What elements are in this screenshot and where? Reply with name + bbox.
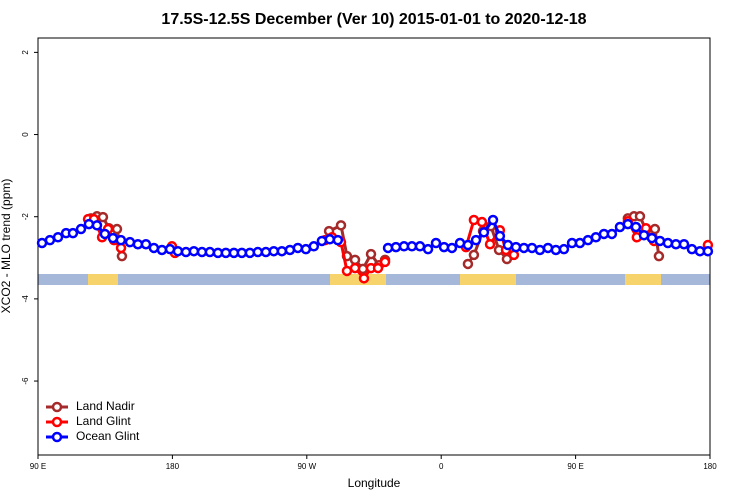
series-point xyxy=(670,238,682,250)
y-tick-label: -4 xyxy=(21,295,30,303)
series-point xyxy=(52,232,64,243)
series-point xyxy=(91,220,103,231)
series-point xyxy=(97,211,109,223)
series-point xyxy=(341,265,353,277)
series-point xyxy=(468,214,480,226)
legend-label: Land Glint xyxy=(76,414,131,428)
x-tick-label: 90 E xyxy=(30,462,46,471)
series-point xyxy=(390,241,402,253)
series-point xyxy=(365,248,377,260)
series-point xyxy=(462,258,474,270)
series-point xyxy=(606,228,618,240)
series-point xyxy=(702,245,714,257)
series-point xyxy=(468,249,480,261)
series-point xyxy=(462,239,474,251)
series-point xyxy=(678,238,690,250)
legend-marker xyxy=(51,431,63,443)
land-strip xyxy=(330,274,386,285)
series-point xyxy=(220,247,232,259)
series-point xyxy=(204,246,216,258)
series-point xyxy=(276,245,288,257)
series-point xyxy=(349,262,361,274)
series-point xyxy=(358,273,370,284)
legend-label: Land Nadir xyxy=(76,399,135,413)
series-point xyxy=(634,211,646,222)
series-point xyxy=(44,234,56,246)
legend-marker xyxy=(51,416,63,428)
series-point xyxy=(478,227,490,238)
series-point xyxy=(422,243,434,255)
x-tick-label: 90 W xyxy=(297,462,316,471)
series-point xyxy=(372,262,384,274)
series-point xyxy=(172,245,184,257)
series-point xyxy=(502,239,514,251)
series-point xyxy=(132,238,144,250)
series-point xyxy=(99,228,111,240)
series-point xyxy=(646,232,658,244)
series-point xyxy=(662,237,674,249)
series-point xyxy=(236,247,248,259)
y-tick-label: -2 xyxy=(21,213,30,221)
series-point xyxy=(292,242,304,254)
y-axis-label: XCO2 - MLO trend (ppm) xyxy=(0,179,13,314)
x-tick-label: 180 xyxy=(703,462,717,471)
series-point xyxy=(335,220,347,231)
series-point xyxy=(414,241,426,252)
series-point xyxy=(116,250,128,262)
x-tick-label: 180 xyxy=(166,462,180,471)
series-point xyxy=(484,238,496,250)
series-point xyxy=(188,245,200,257)
series-point xyxy=(430,237,442,249)
series-point xyxy=(518,242,530,254)
land-strip xyxy=(625,274,661,285)
series-point xyxy=(83,218,95,230)
series-point xyxy=(111,223,123,235)
series-point xyxy=(534,244,546,256)
series-point xyxy=(630,221,642,233)
land-strip xyxy=(460,274,516,285)
legend-marker xyxy=(51,401,63,413)
x-axis-label: Longitude xyxy=(348,476,401,490)
series-point xyxy=(686,243,698,255)
series-point xyxy=(622,218,634,230)
series-point xyxy=(590,232,602,243)
series-point xyxy=(470,234,482,246)
series-point xyxy=(379,256,391,268)
series-point xyxy=(67,227,79,239)
legend-label: Ocean Glint xyxy=(76,429,140,443)
y-tick-label: 0 xyxy=(21,132,30,137)
y-tick-label: -6 xyxy=(21,377,30,385)
chart-title: 17.5S-12.5S December (Ver 10) 2015-01-01… xyxy=(161,11,586,28)
series-point xyxy=(148,242,160,254)
series-point xyxy=(349,254,361,266)
series-point xyxy=(574,237,586,249)
series-point xyxy=(446,242,458,254)
series-point xyxy=(156,244,168,256)
series-point xyxy=(653,250,665,262)
y-tick-label: 2 xyxy=(21,50,30,55)
series-point xyxy=(649,223,661,235)
series-point xyxy=(308,241,320,252)
series-point xyxy=(115,234,127,246)
series-point xyxy=(476,216,488,228)
land-strip xyxy=(88,274,118,285)
series-point xyxy=(324,234,336,245)
series-point xyxy=(75,223,87,235)
series-point xyxy=(252,246,264,258)
series-point xyxy=(140,238,152,250)
series-point xyxy=(494,230,506,242)
series-point xyxy=(268,245,280,257)
series-point xyxy=(406,241,418,252)
x-tick-label: 90 E xyxy=(567,462,583,471)
x-tick-label: 0 xyxy=(439,462,444,471)
series-point xyxy=(332,234,344,246)
surface-strip xyxy=(38,274,710,285)
series-point xyxy=(550,244,562,256)
series-point xyxy=(487,214,499,226)
series-point xyxy=(558,243,570,255)
